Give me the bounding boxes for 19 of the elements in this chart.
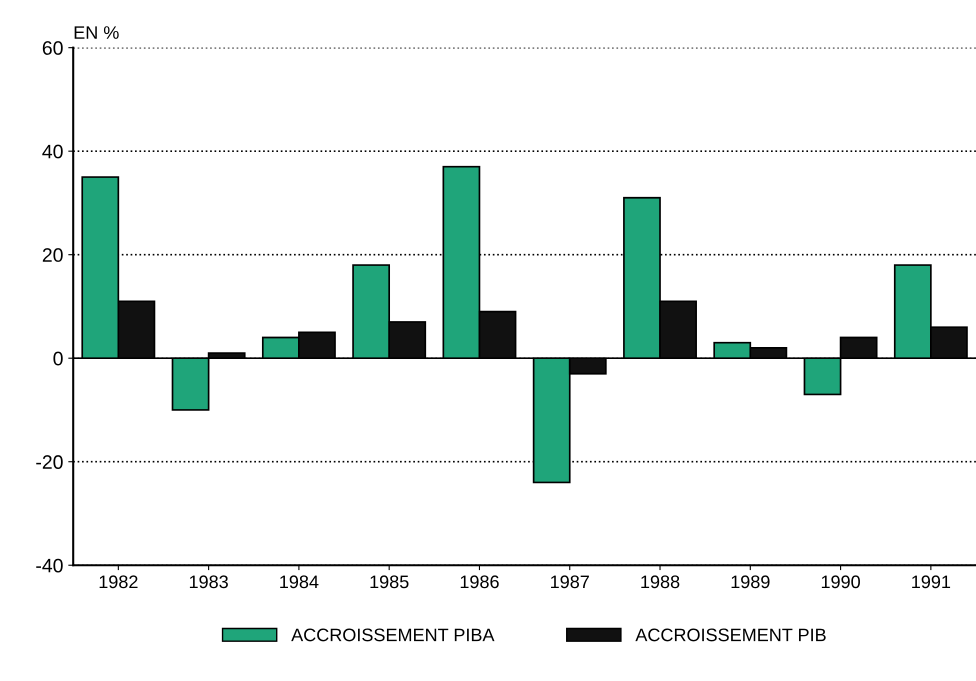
x-tick-label: 1982 bbox=[100, 575, 138, 588]
legend-label: ACCROISSEMENT PIB bbox=[635, 628, 826, 642]
x-tick-label: 1988 bbox=[641, 575, 680, 588]
y-tick-label: 60 bbox=[42, 41, 63, 55]
x-tick-label: 1986 bbox=[460, 575, 499, 588]
y-tick-label: -20 bbox=[36, 455, 63, 469]
y-tick-label: 40 bbox=[42, 144, 63, 158]
y-tick-label: -40 bbox=[36, 558, 63, 572]
x-tick-label: 1985 bbox=[370, 575, 409, 588]
x-tick-label: 1991 bbox=[912, 575, 950, 588]
x-tick-label: 1990 bbox=[822, 575, 860, 588]
x-tick-label: 1983 bbox=[190, 575, 228, 588]
x-tick-label: 1984 bbox=[280, 575, 318, 588]
x-tick-label: 1989 bbox=[732, 575, 770, 588]
y-tick-label: 0 bbox=[53, 352, 63, 366]
legend-label: ACCROISSEMENT PIBA bbox=[291, 628, 494, 642]
y-tick-label: 20 bbox=[42, 248, 63, 262]
x-tick-label: 1987 bbox=[551, 575, 589, 588]
y-axis-title: EN % bbox=[74, 26, 119, 39]
